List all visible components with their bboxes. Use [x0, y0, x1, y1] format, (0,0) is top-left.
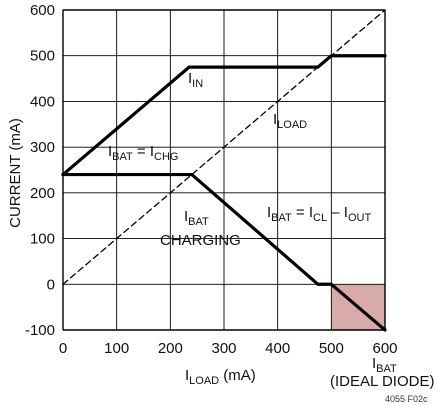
series-line-i-bat	[61, 172, 387, 332]
x-tick-label-400: 400	[265, 340, 290, 357]
y-tick-label-200: 200	[30, 185, 55, 202]
annotation-i-load: ILOAD	[273, 111, 307, 131]
y-tick-label-100: 100	[30, 231, 55, 248]
x-tick-label-200: 200	[158, 340, 183, 357]
y-tick-label-0: 0	[47, 276, 55, 293]
y-tick-label-500: 500	[30, 48, 55, 65]
x-tick-label-500: 500	[319, 340, 344, 357]
annotation-ibat-charging-line1: IBAT	[184, 208, 209, 228]
y-tick-label-600: 600	[30, 2, 55, 19]
x-tick-label-300: 300	[211, 340, 236, 357]
series-line-i-load	[62, 9, 386, 285]
x-tick-label-100: 100	[104, 340, 129, 357]
annotation-ibat-eq-icl: IBAT = ICL – IOUT	[267, 204, 371, 224]
annotation-ibat-ideal-line2: (IDEAL DIODE)	[330, 373, 434, 390]
x-tick-label-600: 600	[372, 340, 397, 357]
x-axis-label-sub: LOAD	[189, 375, 219, 387]
series-lines	[61, 9, 387, 332]
y-tick-label-400: 400	[30, 93, 55, 110]
x-tick-labels: 0 100 200 300 400 500 600	[59, 340, 398, 357]
x-axis-label-unit: (mA)	[219, 367, 256, 384]
x-tick-label-0: 0	[59, 340, 67, 357]
y-tick-label-300: 300	[30, 139, 55, 156]
x-axis-label-main: I	[185, 367, 189, 384]
annotation-ibat-ideal-line1: IBAT	[372, 355, 397, 375]
annotation-ibat-charging-line2: CHARGING	[160, 232, 241, 249]
annotation-ibat-eq-ichg: IBAT = ICHG	[108, 143, 178, 163]
y-tick-label--100: -100	[25, 322, 55, 339]
y-tick-labels: -100 0 100 200 300 400 500 600	[25, 2, 55, 339]
y-axis-label: CURRENT (mA)	[7, 118, 24, 228]
grid	[62, 9, 386, 331]
figure-id: 4055 F02c	[385, 394, 428, 404]
x-axis-label: ILOAD (mA)	[185, 367, 256, 387]
annotation-i-in: IIN	[188, 70, 203, 90]
